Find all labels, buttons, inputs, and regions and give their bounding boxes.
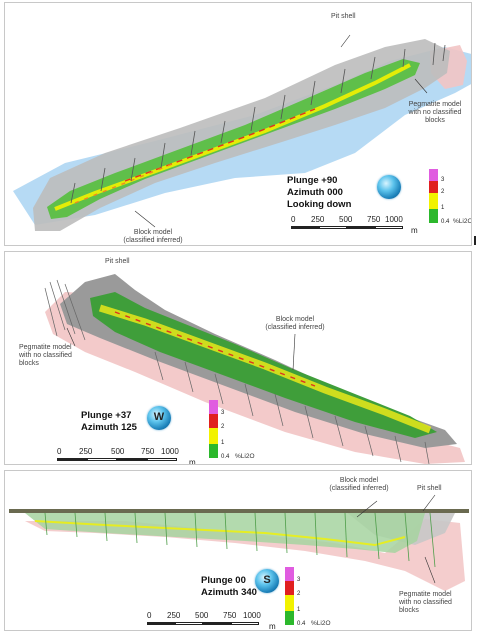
plan-view-panel: Pit shell Pegmatite model with no classi… [4,2,472,246]
compass-globe-icon: W [147,406,171,430]
scale-bar: 0 250 500 750 1000 m [57,447,196,465]
drill-holes [44,279,430,464]
view-orientation: Plunge +90 Azimuth 000 Looking down [287,175,352,210]
ground-surface [9,509,469,513]
compass-globe-icon: S [255,569,279,593]
scale-bar: 0 250 500 750 1000 m [291,215,418,235]
section-view-drawing [9,494,469,591]
label-pit-shell: Pit shell [331,13,356,20]
view-orientation: Plunge 00 Azimuth 340 [201,575,257,598]
oblique-view-drawing [44,274,465,464]
block-model-red-streak [124,108,316,182]
leader-pit-shell [422,494,436,512]
leader-pegmatite [424,556,436,584]
block-model-red-streak [114,311,316,387]
plan-view-drawing [13,34,471,231]
label-pegmatite: Pegmatite model with no classified block… [19,344,72,367]
label-pegmatite: Pegmatite model with no classified block… [399,591,452,614]
leader-pegmatite [66,327,76,347]
drill-holes [44,512,436,568]
block-model-yellow-band [98,304,432,434]
block-model-body [25,513,425,553]
label-pegmatite: Pegmatite model with no classified block… [408,101,462,124]
label-block-model: Block model (classified inferred) [265,316,325,331]
section-view-panel: Block model (classified inferred) Pit sh… [4,470,472,631]
leader-block-model [292,333,296,371]
leader-block-model [134,210,156,228]
block-model-yellow-band [54,63,411,211]
label-pit-shell: Pit shell [105,258,130,265]
drill-holes [70,42,446,204]
edge-tick [474,236,476,245]
oblique-view-panel: Pit shell Block model (classified inferr… [4,251,472,465]
label-block-model: Block model (classified inferred) [329,477,389,492]
leader-pit-shell [340,34,351,48]
label-pit-shell: Pit shell [417,485,442,492]
label-block-model: Block model (classified inferred) [123,229,183,244]
leader-pegmatite [414,78,428,94]
block-model-body [47,59,420,219]
compass-globe-icon [377,175,401,199]
block-model-yellow-band [34,520,406,547]
scale-bar: 0 250 500 750 1000 m [147,611,276,631]
view-orientation: Plunge +37 Azimuth 125 [81,410,137,433]
leader-block-model [356,500,378,518]
